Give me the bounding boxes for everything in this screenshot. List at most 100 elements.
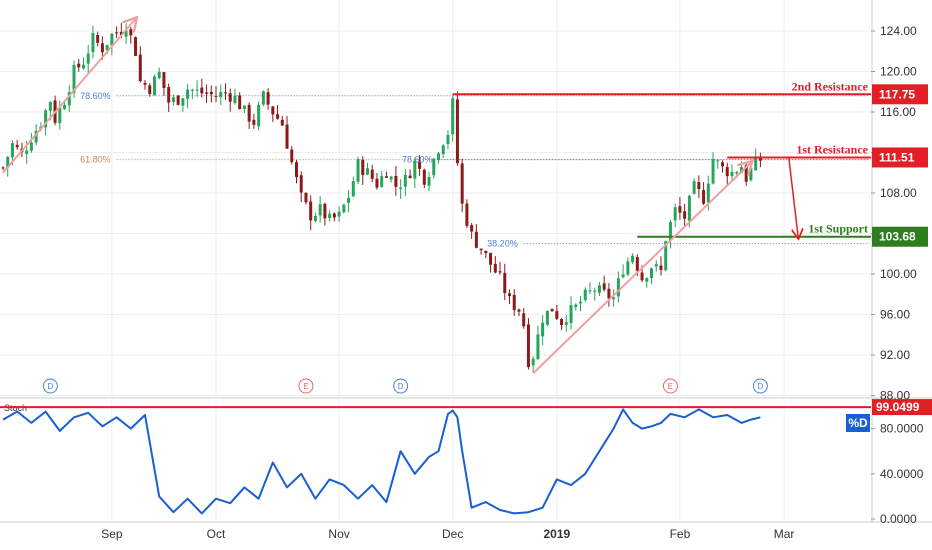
candle-down (290, 149, 294, 163)
candle-down (223, 92, 227, 94)
event-marker (298, 378, 314, 394)
candle-down (602, 283, 606, 290)
time-tick-label: 2019 (543, 527, 570, 541)
candle-up (645, 278, 649, 282)
candle-down (1, 167, 5, 169)
candle-down (309, 201, 313, 221)
candle-down (418, 162, 422, 169)
candle-up (664, 241, 668, 271)
candle-down (555, 311, 559, 319)
candle-down (228, 93, 232, 102)
candle-down (394, 175, 398, 187)
level-tag-value: 111.51 (879, 150, 915, 164)
candle-up (531, 358, 535, 366)
candle-up (157, 71, 161, 79)
candle-up (58, 108, 62, 124)
candle-up (347, 197, 351, 203)
candle-up (110, 33, 114, 46)
price-tick-label: 124.00 (880, 24, 917, 38)
event-marker (662, 378, 678, 394)
candle-up (451, 98, 455, 135)
stoch-tick-label: 40.0000 (880, 467, 924, 481)
candle-up (48, 101, 52, 111)
candle-down (15, 144, 19, 148)
candle-down (266, 92, 270, 105)
level-tag-value: 103.68 (879, 230, 916, 244)
candle-down (474, 231, 478, 248)
candle-down (238, 95, 242, 110)
candle-down (493, 263, 497, 273)
candle-up (380, 176, 384, 187)
candle-up (735, 172, 739, 174)
candle-down (176, 95, 180, 105)
trend-arrow (2, 19, 136, 174)
candle-up (72, 65, 76, 93)
candle-up (564, 322, 568, 325)
price-tick-label: 92.00 (880, 348, 910, 362)
candle-up (6, 156, 10, 168)
level-tag-bg (872, 147, 928, 168)
candle-down (115, 32, 119, 34)
candle-up (342, 204, 346, 213)
candle-down (526, 324, 530, 368)
candle-up (403, 174, 407, 187)
price-tick-label: 100.00 (880, 267, 917, 281)
candle-down (276, 114, 280, 119)
candle-down (489, 252, 493, 265)
candle-up (626, 261, 630, 275)
level-tag-bg (872, 226, 928, 247)
candle-up (351, 181, 355, 197)
candle-down (148, 85, 152, 94)
time-tick-label: Dec (442, 527, 463, 541)
candle-down (408, 175, 412, 179)
candle-down (721, 162, 725, 167)
candle-up (337, 211, 341, 217)
time-tick-label: Feb (670, 527, 691, 541)
candle-up (365, 168, 369, 175)
candle-down (294, 162, 298, 178)
candle-up (673, 207, 677, 221)
candle-down (323, 203, 327, 219)
candle-down (209, 91, 213, 95)
candle-up (318, 204, 322, 216)
event-marker (393, 378, 409, 394)
time-tick-label: Mar (774, 527, 795, 541)
candle-up (413, 160, 417, 179)
candle-up (195, 89, 199, 91)
candle-up (34, 130, 38, 143)
candle-down (517, 309, 521, 312)
candle-up (583, 289, 587, 301)
candle-down (119, 31, 123, 36)
stochastic-pane: Stoch%D (0, 403, 871, 515)
fib-label: 78.60% (402, 155, 433, 165)
event-letter: D (398, 382, 404, 391)
candle-up (257, 104, 261, 127)
projection-arrow (760, 156, 798, 238)
event-marker (752, 378, 768, 394)
level-label: 2nd Resistance (792, 79, 869, 93)
candle-up (124, 30, 128, 37)
candle-down (455, 99, 459, 164)
candle-up (541, 322, 545, 337)
candle-down (550, 308, 554, 312)
event-letter: E (303, 382, 308, 391)
series-badge-label: %D (848, 416, 868, 430)
event-letter: D (47, 382, 53, 391)
candle-down (460, 163, 464, 204)
candle-down (252, 119, 256, 125)
candle-up (10, 143, 14, 158)
candle-down (247, 104, 251, 122)
time-axis: Sep Oct Nov Dec 2019 Feb Mar (101, 527, 794, 541)
candle-up (152, 76, 156, 96)
candle-down (503, 272, 507, 294)
candle-up (588, 290, 592, 292)
level-label: 1st Support (808, 222, 868, 236)
fib-label: 78.60% (80, 91, 111, 101)
candle-up (219, 92, 223, 98)
level-tag-bg (872, 84, 928, 105)
candle-down (758, 158, 762, 161)
time-tick-label: Oct (207, 527, 226, 541)
candle-up (44, 110, 48, 128)
candle-down (370, 169, 374, 179)
candle-up (650, 268, 654, 279)
